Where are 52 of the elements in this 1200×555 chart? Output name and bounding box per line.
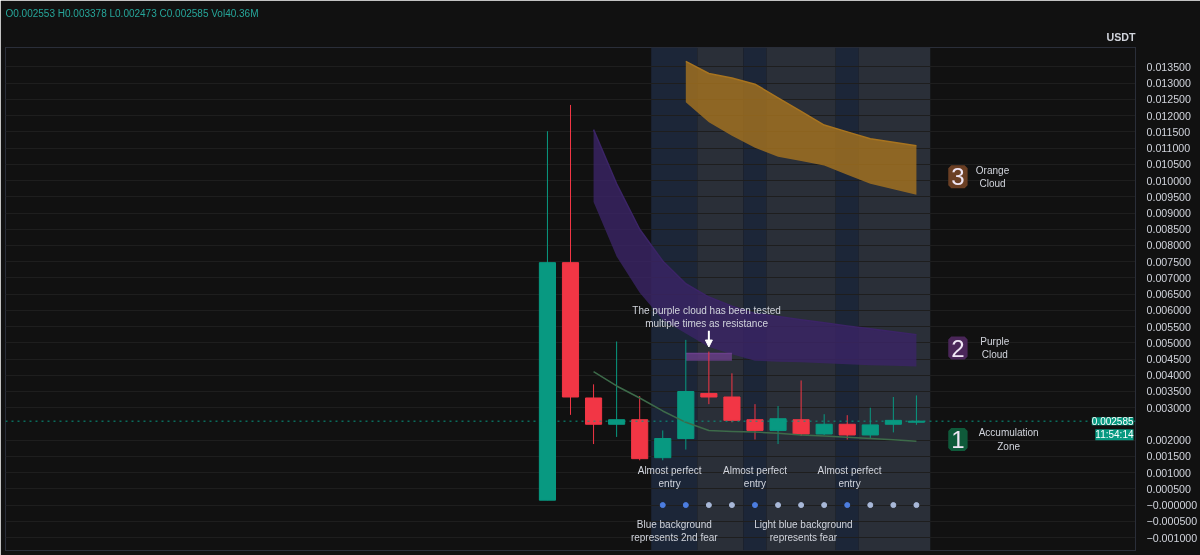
y-tick-label: 0.012500 [1146,93,1192,106]
annotation: Purple Cloud [980,335,1010,361]
y-tick-label: 0.007500 [1146,255,1192,268]
y-tick-label: 0.011500 [1146,125,1191,138]
annotation: 3 [951,163,965,191]
y-tick-label: 0.012000 [1146,109,1192,122]
y-tick-label: 0.003500 [1146,385,1192,398]
candlestick [792,379,810,437]
y-tick-label: 0.008000 [1146,239,1192,252]
y-tick-label: 0.010000 [1146,174,1192,187]
y-tick-label: 0.000500 [1146,482,1192,495]
candlestick [654,429,672,461]
y-tick-label: 0.013500 [1146,60,1192,73]
annotation: Light blue background represents fear [754,518,853,544]
text: O0.002553 H0.003378 L0.002473 C0.002585 Vol40.36M [5,7,259,19]
annotation: Almost perfect entry [817,464,882,489]
y-tick-label: 0.003000 [1146,401,1192,414]
y-tick-label: 0.002000 [1146,434,1192,447]
candlestick [746,403,764,441]
y-tick-label: −0.000000 [1146,499,1198,512]
y-tick-label: 0.006000 [1146,304,1192,317]
annotation: Blue background represents 2nd fear [630,518,719,544]
candlestick [838,414,856,441]
y-tick-label: 0.005500 [1146,320,1192,333]
annotation: Almost perfect entry [637,464,702,489]
y-tick-label: 0.005000 [1146,336,1192,349]
y-tick-label: −0.001000 [1146,531,1198,544]
y-tick-label: 0.001000 [1146,466,1192,479]
y-tick-label: 0.011000 [1146,142,1191,155]
y-tick-label: 0.004500 [1146,353,1192,366]
annotation: Almost perfect entry [723,464,788,489]
annotation: 11:54:14 [1095,429,1134,441]
annotation: Orange Cloud [975,164,1010,189]
annotation: 2 [951,334,965,362]
y-tick-label: 0.001500 [1146,450,1192,463]
annotation: 1 [951,426,965,454]
candlestick [700,351,718,405]
y-tick-label: 0.004000 [1146,369,1192,382]
y-tick-label: 0.013000 [1146,77,1192,90]
y-tick-label: 0.010500 [1146,158,1192,171]
candlestick [723,372,741,423]
annotation: The purple cloud has been tested multiple times as resistance [632,305,781,330]
y-tick-label: 0.009500 [1146,190,1192,203]
ref-line-label: 0.002585 [1091,416,1134,428]
y-tick-label: 0.009000 [1146,207,1192,219]
annotation: Accumulation Zone [978,427,1039,452]
y-tick-label: 0.008500 [1146,223,1192,236]
y-axis-title: USDT [1106,30,1136,43]
y-tick-label: 0.007000 [1146,271,1192,284]
line-series [592,370,918,442]
y-tick-label: 0.006500 [1146,288,1192,301]
y-tick-label: −0.000500 [1146,515,1198,528]
